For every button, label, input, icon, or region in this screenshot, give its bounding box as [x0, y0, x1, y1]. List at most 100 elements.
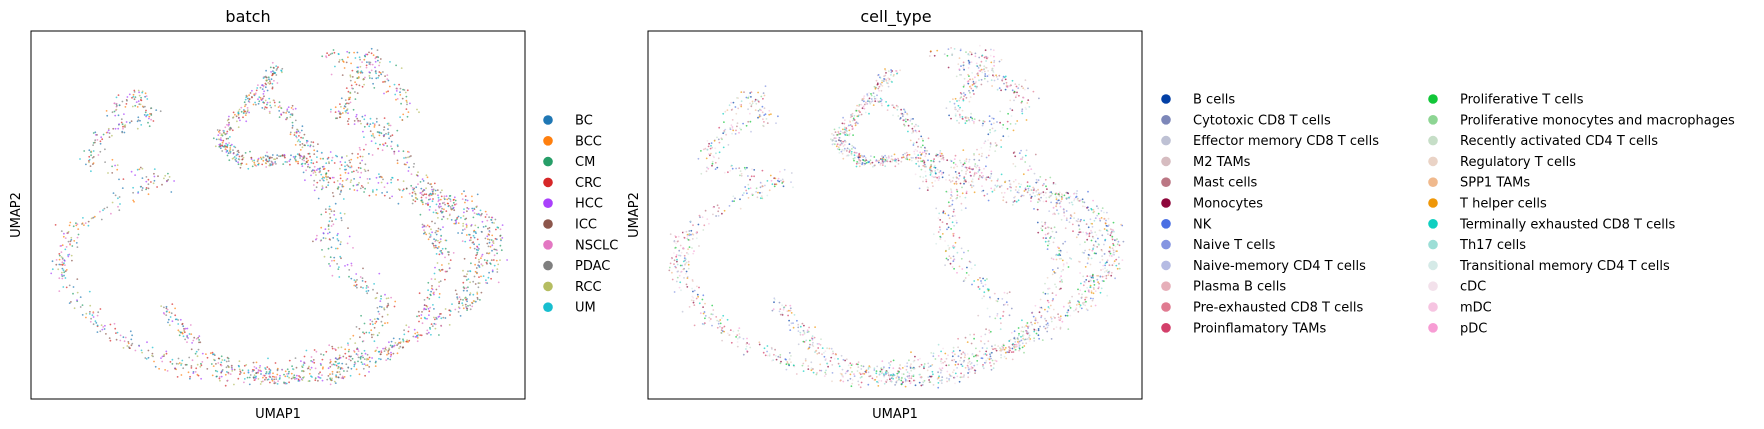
point-proliferative-t-cells [900, 383, 903, 386]
point-bcc [439, 198, 442, 201]
point-recently-activated-cd4-t-cells [919, 175, 922, 178]
point-mast-cells [942, 156, 945, 159]
point-bcc [422, 203, 424, 206]
point-crc [419, 334, 422, 336]
point-terminally-exhausted-cd8-t-cells [929, 174, 932, 176]
point-bcc [68, 224, 71, 227]
point-b-cells [778, 180, 781, 183]
point-t-helper-cells [980, 68, 983, 71]
point-hcc [427, 202, 429, 205]
point-um [141, 91, 144, 94]
point-pdac [439, 191, 442, 194]
point-pdac [376, 49, 379, 51]
point-proliferative-monocytes-and-macrophages [851, 148, 853, 150]
point-nk [986, 75, 989, 77]
point-hcc [114, 127, 117, 130]
point-rcc [338, 59, 341, 61]
point-nk [863, 100, 865, 103]
point-proliferative-t-cells [1057, 193, 1060, 195]
point-terminally-exhausted-cd8-t-cells [1024, 154, 1027, 157]
point-proliferative-t-cells [1035, 332, 1038, 335]
point-proliferative-monocytes-and-macrophages [986, 278, 988, 280]
point-rcc [462, 222, 465, 225]
point-nsclc [331, 259, 333, 262]
point-icc [499, 235, 502, 237]
point-bcc [133, 200, 135, 203]
point-icc [295, 366, 298, 369]
point-bc [361, 115, 364, 118]
point-crc [314, 379, 317, 382]
point-icc [241, 154, 244, 157]
point-recently-activated-cd4-t-cells [1082, 303, 1085, 306]
point-proliferative-monocytes-and-macrophages [668, 266, 671, 269]
point-hcc [355, 184, 358, 186]
point-cm [214, 369, 217, 372]
point-proinflamatory-tams [859, 373, 862, 376]
point-proliferative-monocytes-and-macrophages [815, 373, 818, 376]
point-cm [246, 376, 249, 379]
point-b-cells [722, 132, 725, 135]
point-cm [72, 292, 74, 295]
point-effector-memory-cd8-t-cells [945, 377, 948, 380]
point-cytotoxic-cd8-t-cells [980, 78, 983, 81]
point-crc [316, 181, 319, 184]
point-crc [444, 278, 446, 281]
point-bc [456, 296, 459, 299]
point-cytotoxic-cd8-t-cells [1062, 242, 1064, 245]
point-rcc [183, 330, 186, 332]
point-proliferative-monocytes-and-macrophages [676, 276, 679, 279]
point-bcc [290, 107, 293, 109]
point-proliferative-monocytes-and-macrophages [761, 197, 764, 200]
point-cm [267, 76, 270, 79]
point-icc [265, 83, 267, 86]
point-pre-exhausted-cd8-t-cells [973, 173, 976, 175]
point-um [356, 71, 359, 74]
point-plasma-b-cells [942, 361, 944, 364]
point-um [90, 170, 92, 173]
point-m2-tams [928, 55, 931, 57]
point-recently-activated-cd4-t-cells [963, 77, 966, 80]
point-proliferative-monocytes-and-macrophages [739, 174, 741, 177]
point-proliferative-monocytes-and-macrophages [961, 186, 963, 189]
point-rcc [493, 222, 495, 224]
point-rcc [438, 281, 440, 283]
point-rcc [272, 99, 275, 102]
point-t-helper-cells [865, 369, 868, 372]
point-spp1-tams [1073, 212, 1076, 215]
point-um [216, 370, 219, 373]
point-pdac [283, 111, 285, 114]
point-icc [327, 224, 330, 226]
point-icc [431, 285, 433, 287]
point-um [440, 234, 443, 237]
point-bc [433, 238, 435, 241]
point-bcc [93, 215, 96, 218]
point-pre-exhausted-cd8-t-cells [709, 318, 712, 320]
point-crc [277, 66, 279, 68]
point-effector-memory-cd8-t-cells [960, 247, 963, 250]
point-monocytes [889, 378, 891, 381]
point-t-helper-cells [910, 351, 912, 354]
point-proliferative-t-cells [973, 355, 975, 358]
point-um [429, 234, 432, 236]
point-regulatory-t-cells [1052, 308, 1055, 311]
point-spp1-tams [955, 176, 958, 179]
point-cm [380, 295, 382, 298]
point-b-cells [848, 143, 851, 146]
point-pdac [274, 382, 277, 384]
point-regulatory-t-cells [969, 96, 972, 98]
point-nsclc [351, 87, 353, 90]
point-um [280, 69, 282, 72]
legend-marker-rcc [543, 281, 553, 292]
point-pdac [114, 194, 117, 197]
point-effector-memory-cd8-t-cells [934, 170, 937, 172]
point-icc [436, 189, 439, 192]
point-monocytes [923, 161, 926, 164]
point-cm [363, 322, 366, 325]
point-bcc [284, 375, 287, 378]
point-naive-memory-cd4-t-cells [968, 368, 971, 370]
point-pdac [319, 179, 321, 182]
point-plasma-b-cells [944, 360, 946, 363]
point-rcc [285, 118, 288, 120]
point-pdac [310, 170, 313, 173]
